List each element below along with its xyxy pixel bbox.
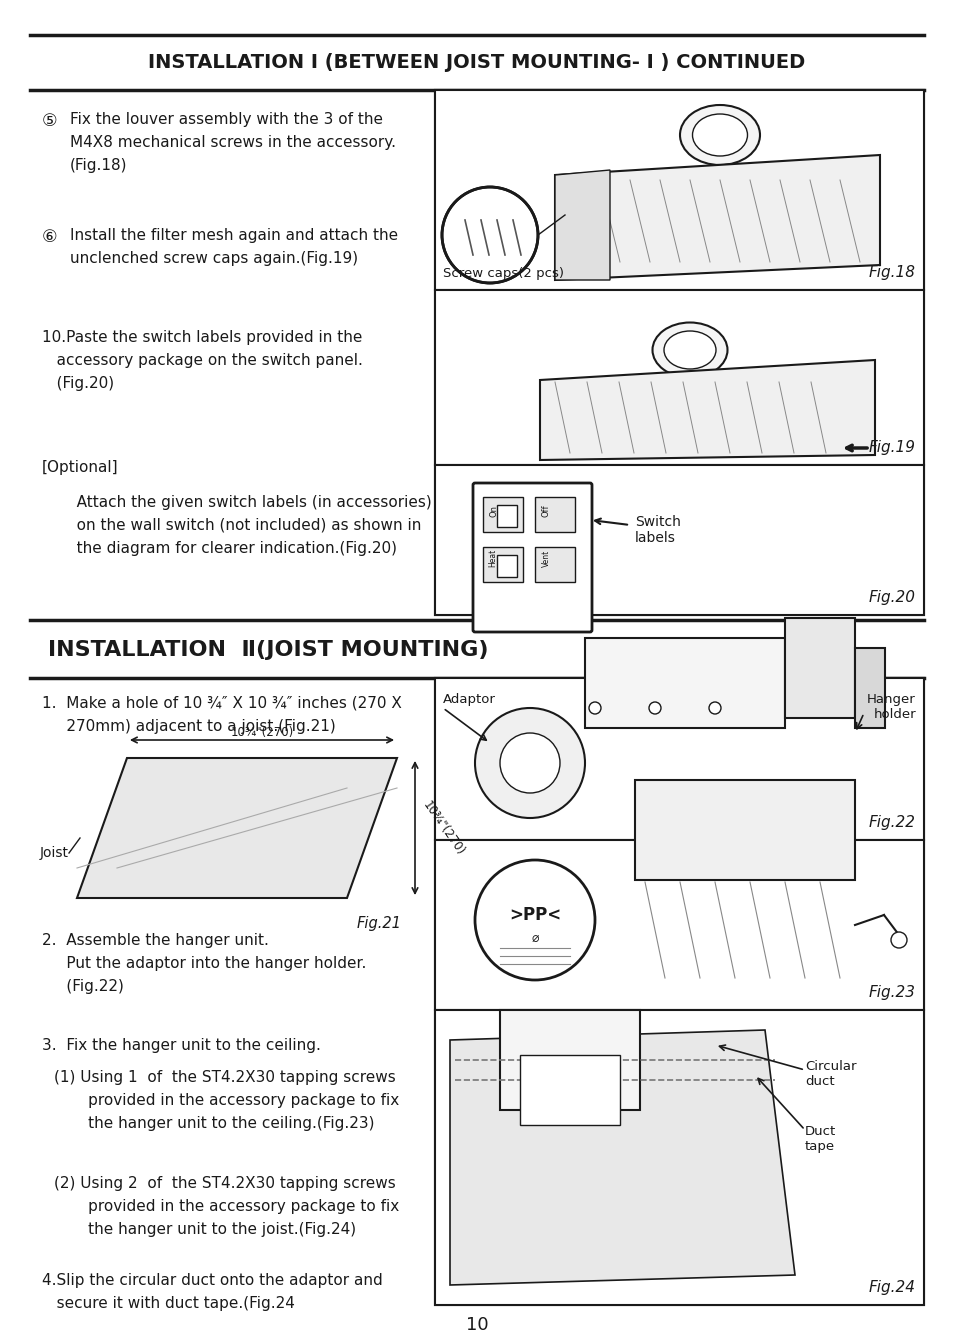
Text: Off: Off	[541, 504, 551, 518]
Bar	[519, 1055, 619, 1125]
Text: Switch
labels: Switch labels	[635, 515, 680, 546]
Bar	[497, 506, 517, 527]
Ellipse shape	[663, 331, 716, 370]
Bar	[435, 840, 923, 1010]
Text: Fig.18: Fig.18	[868, 265, 915, 280]
Bar	[435, 1010, 923, 1305]
Bar	[435, 289, 923, 466]
Bar	[435, 678, 923, 1305]
Text: Fix the louver assembly with the 3 of the
M4X8 mechanical screws in the accessor: Fix the louver assembly with the 3 of th…	[70, 112, 395, 172]
Text: Install the filter mesh again and attach the
unclenched screw caps again.(Fig.19: Install the filter mesh again and attach…	[70, 228, 397, 265]
Text: Screw caps(2 pcs): Screw caps(2 pcs)	[442, 267, 563, 280]
Bar	[482, 498, 522, 532]
Circle shape	[890, 932, 906, 948]
Text: 10¾"(270): 10¾"(270)	[419, 798, 466, 858]
FancyBboxPatch shape	[473, 483, 592, 632]
Text: ⑤: ⑤	[42, 112, 57, 129]
Text: ⌀: ⌀	[531, 931, 538, 944]
Text: 1.  Make a hole of 10 ¾″ X 10 ¾″ inches (270 X
     270mm) adjacent to a joist.(: 1. Make a hole of 10 ¾″ X 10 ¾″ inches (…	[42, 696, 401, 734]
Text: (2) Using 2  of  the ST4.2X30 tapping screws
       provided in the accessory pa: (2) Using 2 of the ST4.2X30 tapping scre…	[54, 1177, 399, 1237]
Bar	[854, 648, 884, 728]
Text: 3.  Fix the hanger unit to the ceiling.: 3. Fix the hanger unit to the ceiling.	[42, 1038, 320, 1053]
Text: Duct
tape: Duct tape	[804, 1125, 836, 1153]
Text: Fig.24: Fig.24	[868, 1281, 915, 1295]
Bar	[435, 89, 923, 289]
Ellipse shape	[679, 105, 760, 165]
Text: Attach the given switch labels (in accessories)
   on the wall switch (not inclu: Attach the given switch labels (in acces…	[62, 495, 432, 555]
Text: Heat: Heat	[488, 548, 497, 567]
Circle shape	[441, 187, 537, 283]
Ellipse shape	[692, 113, 747, 156]
Text: INSTALLATION  Ⅱ(JOIST MOUNTING): INSTALLATION Ⅱ(JOIST MOUNTING)	[48, 640, 488, 660]
Circle shape	[648, 702, 660, 714]
Polygon shape	[555, 169, 609, 280]
Bar	[535, 498, 575, 532]
Text: >PP<: >PP<	[508, 906, 560, 924]
Polygon shape	[77, 758, 396, 898]
Bar	[435, 466, 923, 615]
Polygon shape	[555, 155, 879, 280]
Bar	[497, 555, 517, 578]
Text: Fig.21: Fig.21	[356, 916, 401, 931]
Circle shape	[499, 732, 559, 792]
Polygon shape	[539, 360, 874, 460]
Text: 4.Slip the circular duct onto the adaptor and
   secure it with duct tape.(Fig.2: 4.Slip the circular duct onto the adapto…	[42, 1273, 382, 1311]
Bar	[482, 547, 522, 582]
Circle shape	[708, 702, 720, 714]
Circle shape	[588, 702, 600, 714]
Text: ⑥: ⑥	[42, 228, 57, 245]
Bar	[784, 618, 854, 718]
Text: Joist: Joist	[40, 846, 69, 860]
Circle shape	[475, 860, 595, 980]
Text: Fig.20: Fig.20	[868, 590, 915, 606]
Text: 2.  Assemble the hanger unit.
     Put the adaptor into the hanger holder.
     : 2. Assemble the hanger unit. Put the ada…	[42, 932, 366, 994]
Text: [Optional]: [Optional]	[42, 460, 118, 475]
Text: 10¾"(270): 10¾"(270)	[230, 726, 294, 739]
Ellipse shape	[652, 323, 727, 378]
Bar	[435, 678, 923, 840]
Text: 10.Paste the switch labels provided in the
   accessory package on the switch pa: 10.Paste the switch labels provided in t…	[42, 329, 362, 391]
Bar	[584, 638, 784, 728]
Text: Vent: Vent	[541, 550, 551, 567]
Circle shape	[475, 708, 584, 818]
Text: 10: 10	[465, 1317, 488, 1334]
Bar	[435, 89, 923, 615]
Text: Fig.22: Fig.22	[868, 815, 915, 830]
Text: Circular
duct: Circular duct	[804, 1061, 856, 1089]
Bar	[499, 1010, 639, 1110]
Polygon shape	[450, 1030, 794, 1285]
Text: INSTALLATION Ⅰ (BETWEEN JOIST MOUNTING- Ⅰ ) CONTINUED: INSTALLATION Ⅰ (BETWEEN JOIST MOUNTING- …	[149, 53, 804, 72]
Bar	[635, 780, 854, 880]
Text: Adaptor: Adaptor	[442, 692, 496, 706]
Text: Hanger
holder: Hanger holder	[866, 692, 915, 720]
Text: Fig.19: Fig.19	[868, 440, 915, 455]
Text: Fig.23: Fig.23	[868, 984, 915, 1000]
Text: On: On	[490, 506, 498, 518]
Bar	[535, 547, 575, 582]
Text: (1) Using 1  of  the ST4.2X30 tapping screws
       provided in the accessory pa: (1) Using 1 of the ST4.2X30 tapping scre…	[54, 1070, 399, 1131]
